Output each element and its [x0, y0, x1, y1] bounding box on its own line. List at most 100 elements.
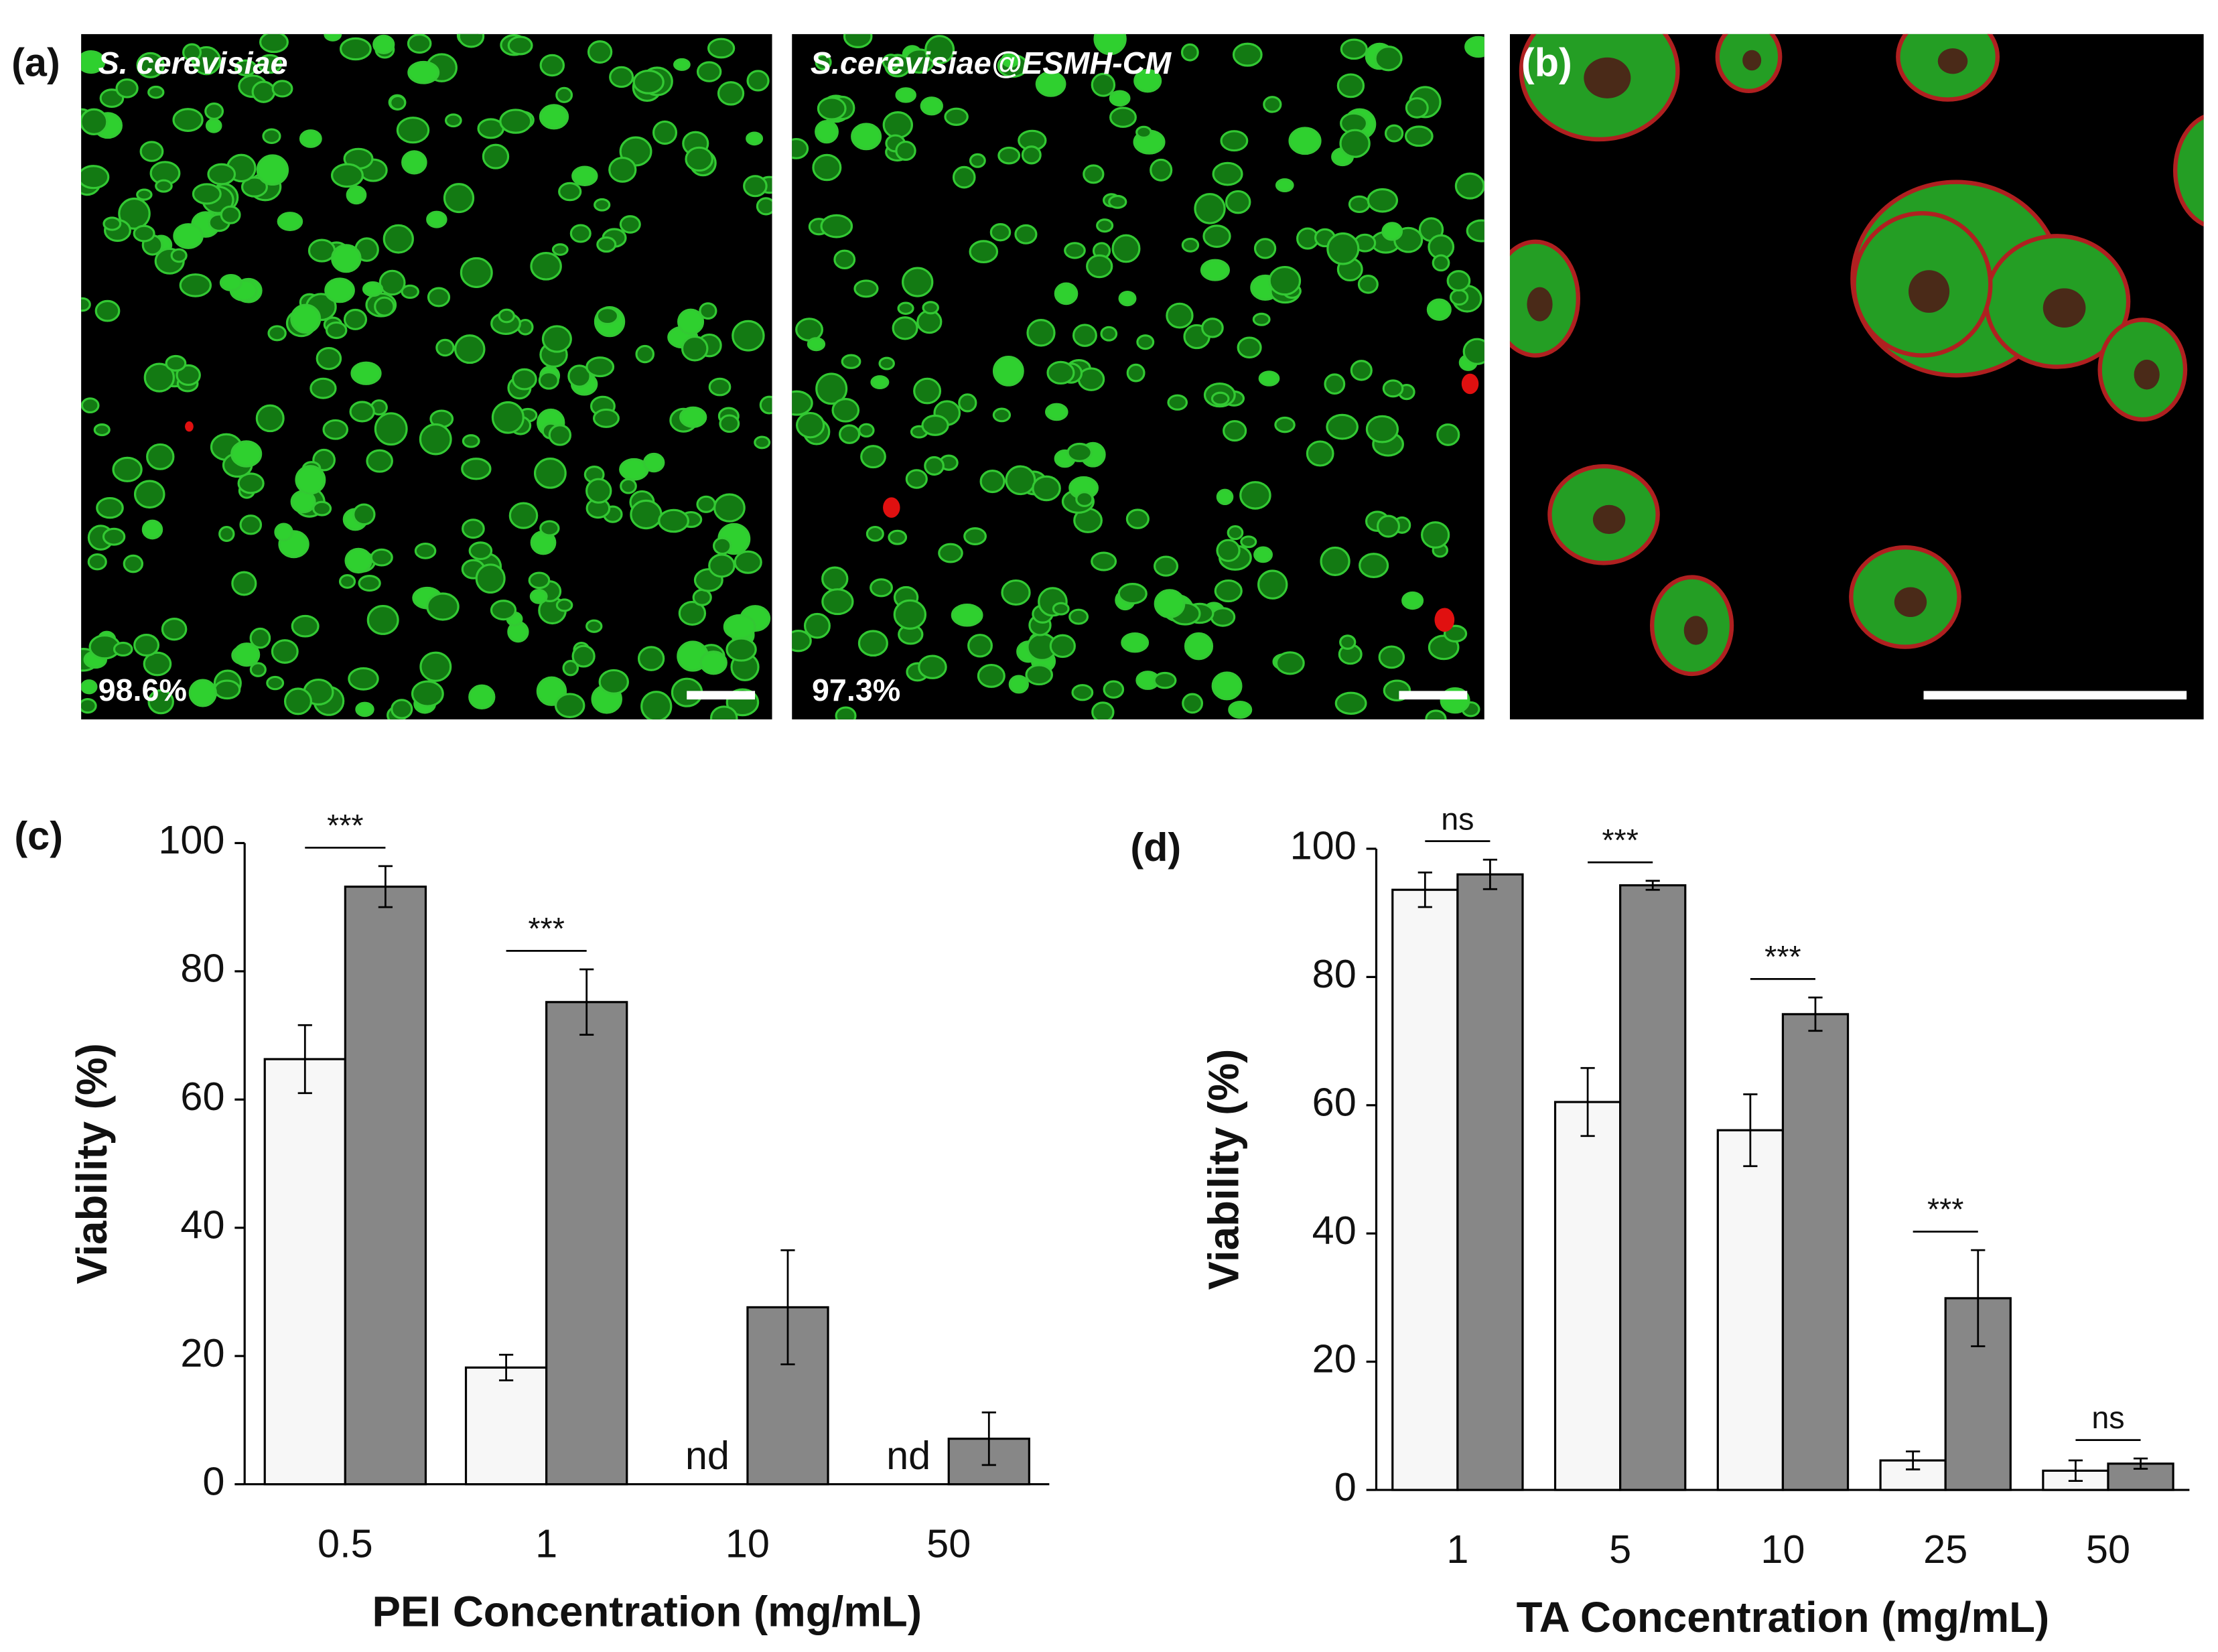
cell	[1210, 607, 1236, 627]
cell	[325, 321, 348, 340]
cell	[251, 80, 276, 103]
cell	[902, 267, 934, 297]
cell	[267, 325, 287, 342]
cell	[699, 650, 727, 675]
cell	[1166, 302, 1194, 329]
x-tick-label: 10	[725, 1521, 770, 1566]
cell	[259, 33, 289, 54]
cell	[1064, 242, 1086, 259]
cell	[133, 224, 155, 243]
cell	[1180, 43, 1199, 62]
cell	[161, 618, 188, 641]
cell	[346, 185, 367, 205]
cell	[237, 472, 265, 494]
cell	[1425, 709, 1447, 719]
cell	[350, 361, 382, 385]
cell	[1339, 129, 1371, 158]
cell	[528, 571, 551, 590]
cell	[652, 120, 678, 145]
scale-bar	[1923, 691, 2187, 700]
cell	[815, 119, 839, 144]
cell	[352, 503, 376, 526]
cell	[1001, 52, 1020, 68]
cell	[882, 111, 913, 139]
cell	[1072, 324, 1097, 347]
cell	[1232, 42, 1263, 67]
cell	[133, 480, 165, 509]
cell	[349, 401, 375, 423]
cell	[1125, 508, 1150, 529]
cell	[1108, 194, 1127, 209]
cell	[309, 377, 337, 399]
cell	[283, 687, 313, 715]
cell	[541, 325, 572, 353]
x-tick-label: 50	[2086, 1527, 2130, 1572]
cell	[1275, 178, 1294, 192]
cell	[1046, 360, 1075, 385]
cell	[426, 592, 460, 621]
cell	[172, 108, 204, 132]
cell	[571, 644, 596, 668]
cell	[374, 296, 395, 317]
cells	[792, 33, 1484, 719]
cell	[1194, 193, 1226, 224]
significance-label: ***	[528, 911, 565, 946]
cell	[366, 604, 399, 635]
cell	[977, 663, 1006, 688]
cell	[969, 153, 986, 168]
cell	[220, 205, 241, 224]
cell	[231, 571, 257, 596]
cell	[343, 308, 368, 330]
cell	[833, 249, 856, 270]
cell	[396, 117, 430, 144]
cell	[637, 646, 665, 671]
cell	[312, 500, 332, 517]
cell	[1184, 632, 1214, 661]
cell	[458, 33, 485, 48]
x-axis-title: TA Concentration (mg/mL)	[1517, 1594, 2050, 1641]
cell	[1274, 416, 1296, 433]
cell	[538, 371, 559, 390]
cell	[841, 354, 861, 369]
cell	[274, 523, 293, 542]
significance-label: ns	[1441, 801, 1474, 836]
cell	[708, 377, 732, 397]
cell	[835, 706, 857, 719]
cell	[411, 680, 444, 707]
cell	[1201, 318, 1224, 338]
cell	[81, 397, 100, 414]
cell	[594, 198, 611, 212]
cell	[1026, 319, 1056, 347]
cell	[692, 588, 712, 606]
cell	[426, 210, 447, 228]
cell	[1109, 107, 1137, 128]
cell	[878, 356, 895, 370]
cell	[853, 279, 879, 298]
cell	[1268, 265, 1302, 296]
cell	[123, 554, 144, 573]
cell	[389, 94, 407, 111]
cell	[922, 301, 939, 315]
cell	[204, 102, 224, 121]
cell	[115, 78, 139, 98]
cell	[673, 58, 691, 71]
cell	[1350, 360, 1373, 381]
bar	[344, 885, 427, 1486]
cell	[1091, 72, 1116, 97]
cell	[860, 445, 886, 469]
cell	[511, 368, 537, 391]
cell	[475, 563, 506, 594]
cell	[290, 303, 322, 334]
x-tick-label: 10	[1760, 1527, 1805, 1572]
cell	[147, 85, 165, 99]
cell	[233, 642, 261, 667]
cell	[460, 257, 493, 289]
cell	[792, 630, 812, 652]
cell	[807, 337, 826, 352]
cell-nucleus	[1592, 504, 1626, 535]
cell	[696, 495, 716, 513]
cell	[1420, 521, 1450, 549]
cell	[240, 176, 268, 198]
cell	[355, 701, 374, 717]
cell	[803, 612, 831, 639]
